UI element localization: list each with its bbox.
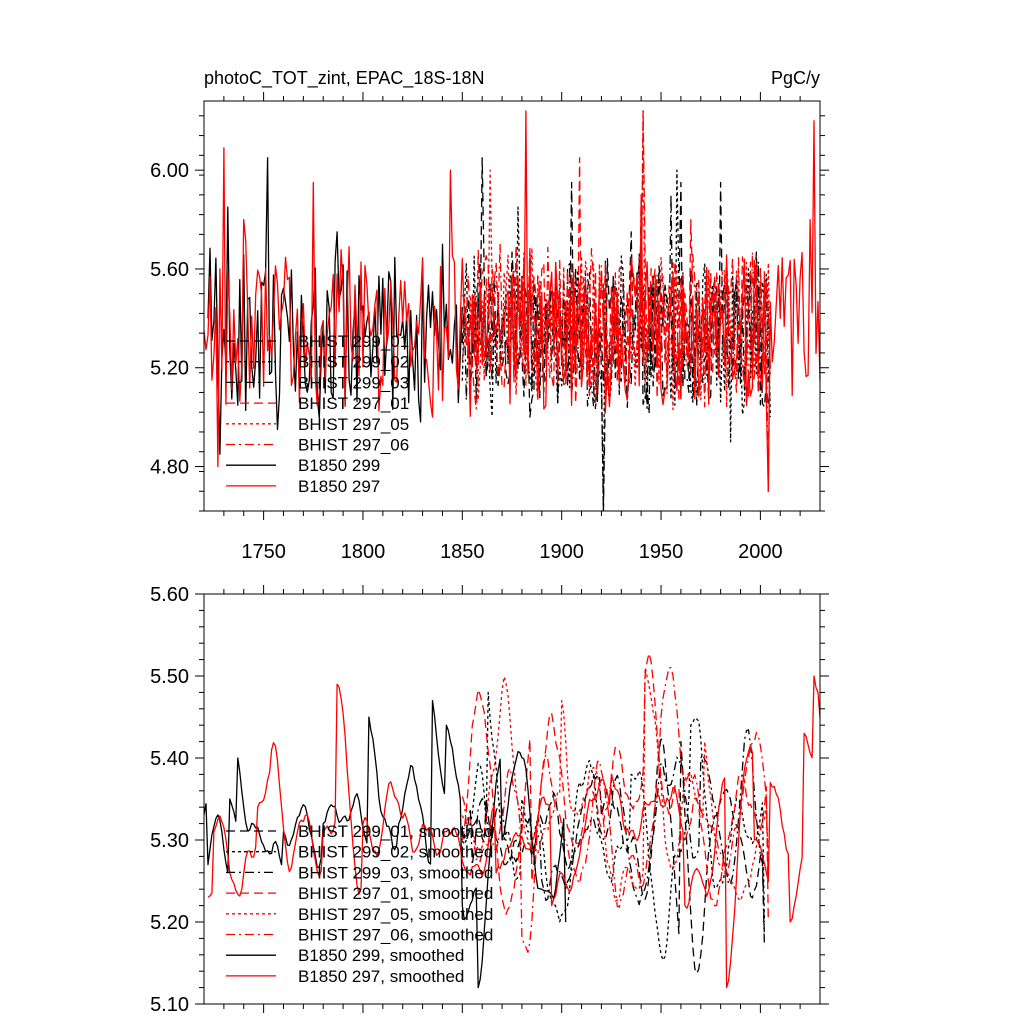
- x-tick-label: 1750: [241, 541, 286, 563]
- legend-label: B1850 297, smoothed: [298, 967, 464, 986]
- y-tick-label: 4.80: [150, 457, 189, 479]
- legend-label: B1850 299: [298, 456, 380, 475]
- x-tick-label: 1900: [539, 541, 584, 563]
- series-line: [461, 667, 769, 902]
- legend-label: BHIST 299_03: [298, 373, 409, 392]
- y-tick-label: 5.50: [150, 666, 189, 688]
- series-group: [203, 652, 821, 989]
- y-tick-label: 5.30: [150, 830, 189, 852]
- plot-frame: [203, 100, 821, 512]
- y-tick-label: 6.00: [150, 160, 189, 182]
- y-tick-label: 5.10: [150, 994, 189, 1016]
- legend-label: BHIST 297_06: [298, 436, 409, 455]
- chart-title: photoC_TOT_zint, EPAC_18S-18N: [204, 68, 484, 89]
- series-line: [461, 652, 769, 923]
- legend-label: BHIST 299_01, smoothed: [298, 822, 493, 841]
- series-line: [461, 729, 766, 947]
- x-tick-label: 1850: [440, 541, 485, 563]
- legend-label: B1850 299, smoothed: [298, 946, 464, 965]
- x-tick-label: 2000: [738, 541, 783, 563]
- axes: 1750 1800 1850 1900 1950 2000 4.80 5.20 5.60 6.00: [150, 92, 829, 563]
- series-line: [461, 691, 766, 961]
- series-group: [203, 110, 821, 512]
- legend-label: BHIST 297_01, smoothed: [298, 884, 493, 903]
- legend-label: BHIST 299_01: [298, 332, 409, 351]
- series-line: [203, 110, 821, 492]
- x-tick-label: 1800: [341, 541, 386, 563]
- top-panel: photoC_TOT_zint, EPAC_18S-18N PgC/y 1750…: [150, 68, 829, 563]
- y-tick-label: 5.60: [150, 584, 189, 606]
- series-line: [207, 675, 821, 989]
- units-label: PgC/y: [771, 68, 820, 88]
- series-line: [207, 157, 463, 455]
- legend-label: BHIST 299_03, smoothed: [298, 863, 493, 882]
- legend-label: BHIST 299_02: [298, 353, 409, 372]
- series-line: [203, 699, 567, 989]
- legend-label: BHIST 299_02, smoothed: [298, 843, 493, 862]
- axes: 5.10 5.20 5.30 5.40 5.50 5.60: [150, 584, 829, 1016]
- x-tick-label: 1950: [639, 541, 684, 563]
- legend-label: BHIST 297_01: [298, 394, 409, 413]
- bottom-panel: 5.10 5.20 5.30 5.40 5.50 5.60 BHIST 299_01, s…: [150, 584, 829, 1016]
- legend-label: BHIST 297_06, smoothed: [298, 926, 493, 945]
- legend: BHIST 299_01, smoothed BHIST 299_02, smoo…: [226, 822, 493, 986]
- y-tick-label: 5.60: [150, 259, 189, 281]
- series-line: [461, 738, 766, 975]
- series-line: [461, 666, 769, 953]
- legend-label: BHIST 297_05: [298, 415, 409, 434]
- series-line: [461, 157, 771, 512]
- y-tick-label: 5.20: [150, 358, 189, 380]
- series-line: [461, 110, 771, 411]
- plot-frame: [203, 593, 821, 1005]
- y-tick-label: 5.20: [150, 912, 189, 934]
- legend-label: B1850 297: [298, 477, 380, 496]
- y-tick-label: 5.40: [150, 748, 189, 770]
- legend-label: BHIST 297_05, smoothed: [298, 905, 493, 924]
